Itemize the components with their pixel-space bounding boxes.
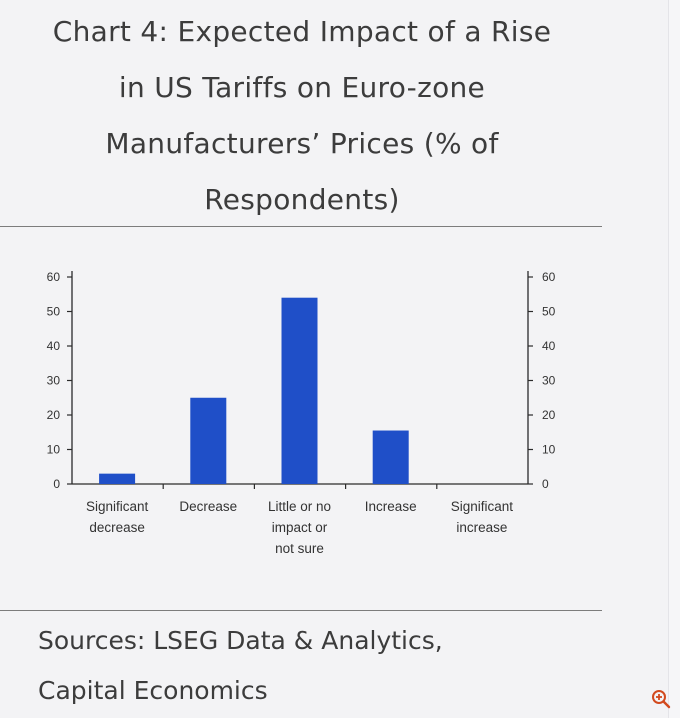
y-tick-label-right: 40 <box>542 339 556 353</box>
y-tick-label-left: 50 <box>47 305 61 319</box>
sources-divider <box>0 610 602 611</box>
y-tick-label-left: 60 <box>47 270 61 284</box>
sources-line: Capital Economics <box>38 676 268 705</box>
x-tick-label: decrease <box>89 520 145 535</box>
y-tick-label-left: 10 <box>47 443 61 457</box>
x-tick-label: increase <box>456 520 507 535</box>
y-tick-label-left: 30 <box>47 374 61 388</box>
x-tick-label: impact or <box>272 520 328 535</box>
sources-line: Sources: LSEG Data & Analytics, <box>38 626 443 655</box>
y-tick-label-right: 10 <box>542 443 556 457</box>
y-tick-label-left: 40 <box>47 339 61 353</box>
y-tick-label-left: 20 <box>47 408 61 422</box>
scrollbar-track[interactable] <box>668 0 680 718</box>
x-tick-label: Significant <box>86 499 149 514</box>
chart-title-line: Respondents) <box>204 183 400 216</box>
sources-note: Sources: LSEG Data & Analytics, Capital … <box>38 616 443 716</box>
chart-title-line: Manufacturers’ Prices (% of <box>105 127 499 160</box>
zoom-in-icon[interactable] <box>651 689 671 709</box>
x-tick-label: not sure <box>275 541 324 556</box>
bar <box>281 297 318 484</box>
y-tick-label-right: 60 <box>542 270 556 284</box>
x-tick-label: Little or no <box>268 499 331 514</box>
chart-title-line: in US Tariffs on Euro-zone <box>118 71 486 104</box>
bar <box>372 430 409 484</box>
chart-title: Chart 4: Expected Impact of a Rise in US… <box>0 4 604 228</box>
y-tick-label-right: 30 <box>542 374 556 388</box>
y-tick-label-right: 50 <box>542 305 556 319</box>
y-tick-label-right: 20 <box>542 408 556 422</box>
x-tick-label: Significant <box>451 499 514 514</box>
chart-title-line: Chart 4: Expected Impact of a Rise <box>52 15 552 48</box>
title-divider <box>0 226 602 227</box>
x-tick-label: Decrease <box>179 499 237 514</box>
bar-chart: 0 0 10 10 20 20 30 30 40 40 50 50 60 60 Significant dec… <box>47 270 556 556</box>
x-tick-label: Increase <box>365 499 417 514</box>
bar <box>190 397 227 484</box>
y-tick-label-left: 0 <box>53 477 60 491</box>
y-tick-label-right: 0 <box>542 477 549 491</box>
bar <box>99 473 136 484</box>
